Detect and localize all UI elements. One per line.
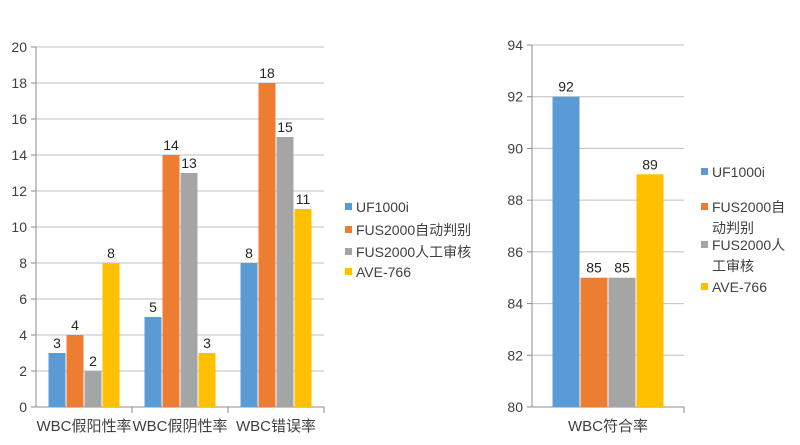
bar (276, 137, 294, 407)
legend-label: FUS2000自 (712, 199, 785, 215)
y-tick-label: 86 (507, 244, 523, 260)
y-tick-label: 2 (19, 363, 27, 379)
x-category-label: WBC假阴性率 (133, 418, 228, 435)
x-category-label: WBC符合率 (568, 418, 648, 435)
bar (240, 263, 258, 407)
data-label: 2 (89, 353, 97, 369)
legend-swatch (345, 268, 352, 275)
y-tick-label: 94 (507, 37, 523, 53)
y-tick-label: 16 (11, 111, 27, 127)
bar (552, 96, 580, 407)
legend-swatch (345, 226, 352, 233)
data-label: 4 (71, 317, 79, 333)
data-label: 5 (149, 299, 157, 315)
bar (180, 173, 198, 407)
bar (162, 155, 180, 407)
data-label: 15 (277, 119, 293, 135)
bar (48, 353, 66, 407)
legend-swatch (701, 283, 708, 290)
legend-swatch (701, 168, 708, 175)
x-category-label: WBC错误率 (236, 418, 316, 435)
y-tick-label: 8 (19, 255, 27, 271)
y-tick-label: 10 (11, 219, 27, 235)
bar (258, 83, 276, 407)
y-tick-label: 82 (507, 347, 523, 363)
y-tick-label: 84 (507, 296, 523, 312)
bar (198, 353, 216, 407)
y-tick-label: 4 (19, 327, 27, 343)
data-label: 89 (642, 156, 658, 172)
legend-label: AVE-766 (712, 279, 767, 295)
data-label: 85 (614, 260, 630, 276)
legend-label: AVE-766 (356, 264, 411, 280)
data-label: 11 (296, 191, 311, 207)
x-category-label: WBC假阳性率 (37, 418, 132, 435)
y-tick-label: 90 (507, 140, 523, 156)
bar (144, 317, 162, 407)
legend-label: FUS2000自动判别 (356, 222, 471, 238)
y-tick-label: 88 (507, 192, 523, 208)
bar (84, 371, 102, 407)
data-label: 3 (53, 335, 61, 351)
bar (102, 263, 120, 407)
data-label: 85 (586, 260, 602, 276)
data-label: 8 (107, 245, 115, 261)
y-tick-label: 14 (11, 147, 27, 163)
y-tick-label: 80 (507, 399, 523, 415)
y-tick-label: 92 (507, 89, 523, 105)
bar (608, 277, 636, 407)
bar (636, 174, 664, 407)
bar (580, 277, 608, 407)
y-tick-label: 12 (11, 183, 27, 199)
legend-swatch (701, 241, 708, 248)
data-label: 14 (163, 137, 179, 153)
data-label: 3 (203, 335, 211, 351)
legend-label: FUS2000人 (712, 237, 785, 253)
legend-label: 动判别 (712, 220, 754, 236)
data-label: 92 (558, 79, 574, 95)
legend-label: UF1000i (712, 164, 765, 180)
legend-label: 工审核 (712, 258, 754, 274)
data-label: 18 (259, 65, 275, 81)
legend-swatch (345, 203, 352, 210)
legend-swatch (345, 248, 352, 255)
legend-swatch (701, 203, 708, 210)
y-tick-label: 6 (19, 291, 27, 307)
y-tick-label: 18 (11, 75, 27, 91)
y-tick-label: 0 (19, 399, 27, 415)
y-tick-label: 20 (11, 39, 27, 55)
legend-label: FUS2000人工审核 (356, 244, 471, 260)
legend-label: UF1000i (356, 199, 409, 215)
data-label: 13 (181, 155, 197, 171)
bar (66, 335, 84, 407)
bar (294, 209, 312, 407)
data-label: 8 (245, 245, 253, 261)
